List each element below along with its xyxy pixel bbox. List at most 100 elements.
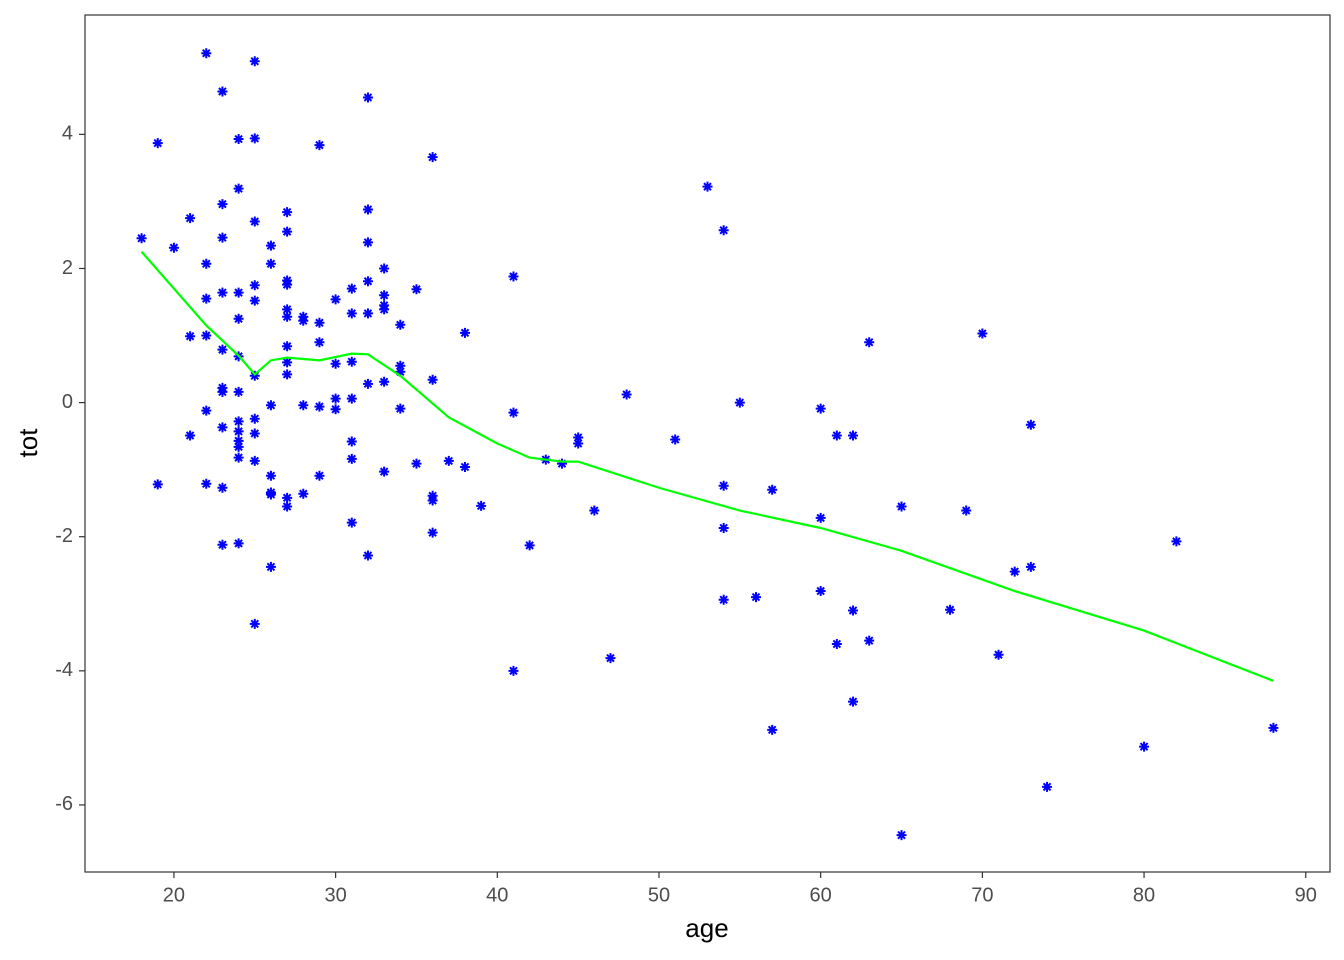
point xyxy=(265,240,276,251)
point xyxy=(282,341,293,352)
point xyxy=(411,284,422,295)
point xyxy=(621,389,632,400)
point xyxy=(233,426,244,437)
point xyxy=(249,216,260,227)
point xyxy=(314,337,325,348)
point xyxy=(362,550,373,561)
point xyxy=(201,478,212,489)
point xyxy=(993,649,1004,660)
point xyxy=(573,432,584,443)
point xyxy=(282,304,293,315)
point xyxy=(379,263,390,274)
point xyxy=(282,357,293,368)
point xyxy=(1025,561,1036,572)
point xyxy=(201,258,212,269)
x-tick-label: 20 xyxy=(163,884,185,906)
point xyxy=(864,635,875,646)
point xyxy=(362,308,373,319)
point xyxy=(718,522,729,533)
point xyxy=(217,86,228,97)
point xyxy=(233,134,244,145)
point xyxy=(282,226,293,237)
point xyxy=(136,233,147,244)
point xyxy=(379,304,390,315)
x-tick-label: 50 xyxy=(648,884,670,906)
point xyxy=(508,407,519,418)
point xyxy=(233,538,244,549)
point xyxy=(314,140,325,151)
point xyxy=(346,283,357,294)
point xyxy=(217,386,228,397)
point xyxy=(362,204,373,215)
point xyxy=(362,92,373,103)
point xyxy=(346,356,357,367)
point xyxy=(201,48,212,59)
point xyxy=(249,295,260,306)
point xyxy=(1025,419,1036,430)
point xyxy=(168,242,179,253)
point xyxy=(282,207,293,218)
y-tick-label: -6 xyxy=(55,793,73,815)
point xyxy=(265,489,276,500)
point xyxy=(718,480,729,491)
point xyxy=(282,501,293,512)
point xyxy=(864,337,875,348)
point xyxy=(395,366,406,377)
point xyxy=(524,540,535,551)
point xyxy=(233,183,244,194)
point xyxy=(330,393,341,404)
point xyxy=(831,639,842,650)
point xyxy=(459,327,470,338)
point xyxy=(427,527,438,538)
point xyxy=(185,430,196,441)
point xyxy=(815,586,826,597)
point xyxy=(848,430,859,441)
y-tick-label: 4 xyxy=(62,123,73,145)
point xyxy=(233,416,244,427)
point xyxy=(217,422,228,433)
point xyxy=(233,441,244,452)
point xyxy=(427,152,438,163)
point xyxy=(815,403,826,414)
point xyxy=(217,199,228,210)
point xyxy=(848,605,859,616)
point xyxy=(379,290,390,301)
point xyxy=(411,458,422,469)
point xyxy=(346,453,357,464)
point xyxy=(152,138,163,149)
x-tick-label: 80 xyxy=(1133,884,1155,906)
point xyxy=(249,133,260,144)
point xyxy=(443,455,454,466)
point xyxy=(718,594,729,605)
point xyxy=(314,317,325,328)
point xyxy=(233,386,244,397)
y-tick-label: -2 xyxy=(55,525,73,547)
x-tick-label: 70 xyxy=(971,884,993,906)
point xyxy=(233,435,244,446)
point xyxy=(556,458,567,469)
point xyxy=(508,665,519,676)
point xyxy=(201,330,212,341)
point xyxy=(395,319,406,330)
point xyxy=(298,400,309,411)
point xyxy=(896,501,907,512)
point xyxy=(346,308,357,319)
point xyxy=(233,452,244,463)
point xyxy=(201,293,212,304)
x-tick-label: 90 xyxy=(1295,884,1317,906)
y-tick-label: -4 xyxy=(55,659,73,681)
point xyxy=(670,434,681,445)
point xyxy=(282,311,293,322)
point xyxy=(1009,566,1020,577)
point xyxy=(233,287,244,298)
x-axis-title: age xyxy=(685,913,728,943)
point xyxy=(233,313,244,324)
point xyxy=(1042,781,1053,792)
point xyxy=(217,482,228,493)
point xyxy=(330,404,341,415)
point xyxy=(945,604,956,615)
point xyxy=(767,484,778,495)
point xyxy=(265,470,276,481)
point xyxy=(1268,722,1279,733)
point xyxy=(427,495,438,506)
